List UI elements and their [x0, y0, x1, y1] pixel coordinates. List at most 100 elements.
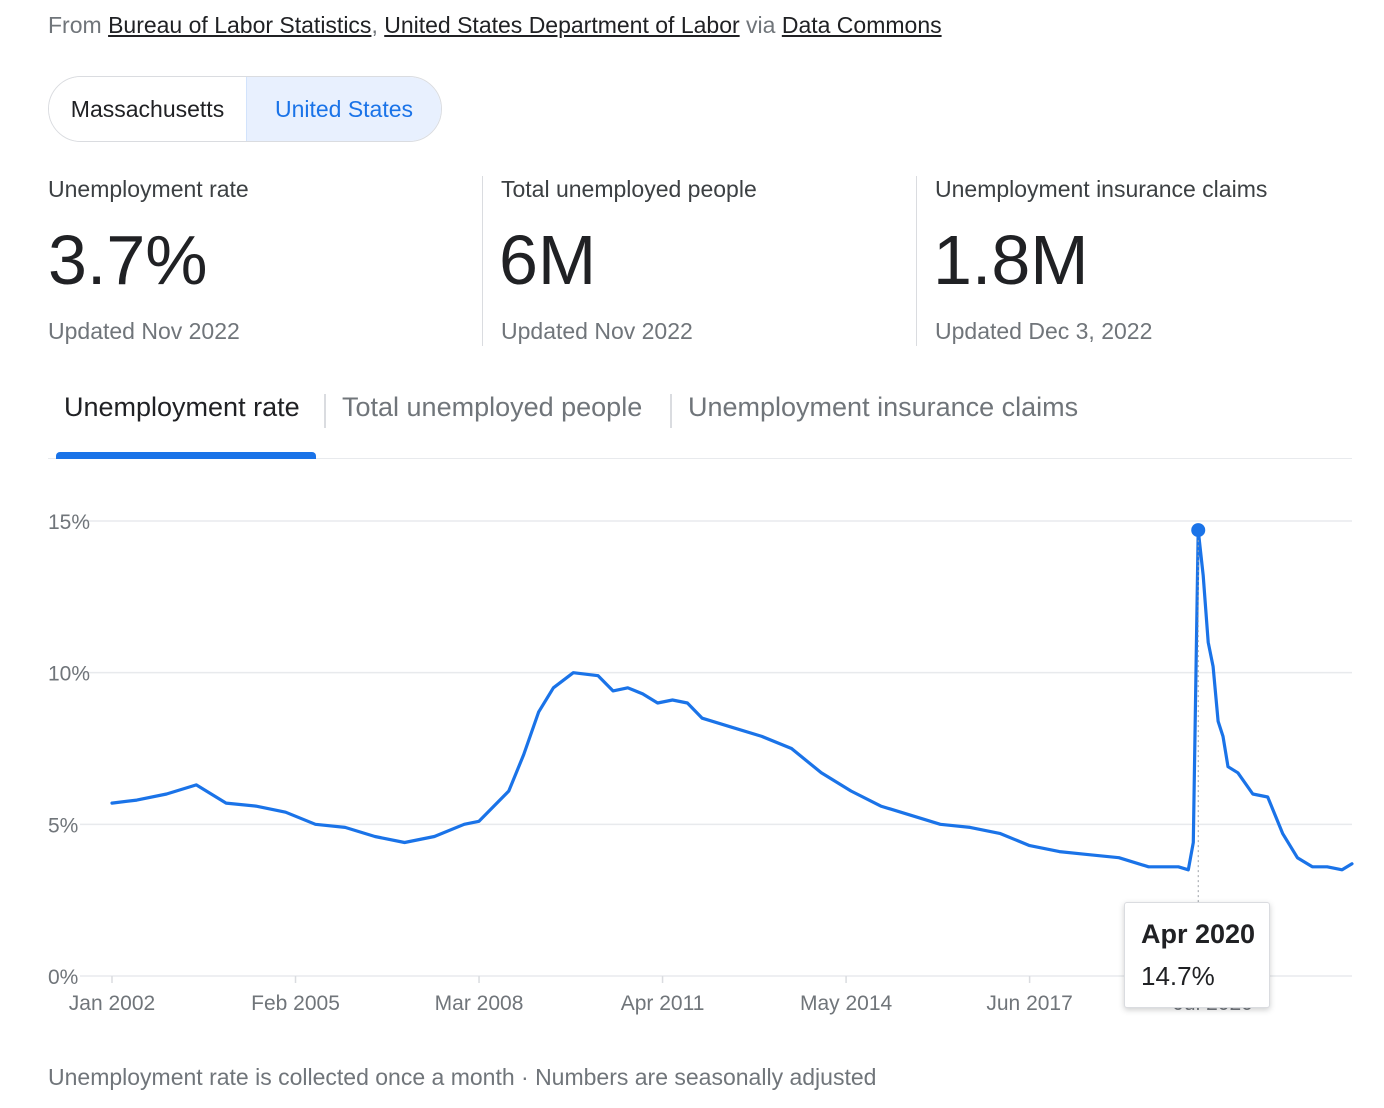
data-point [686, 701, 689, 705]
data-point [730, 726, 734, 729]
data-point [1206, 641, 1210, 644]
data-point [641, 692, 644, 696]
data-point [1221, 735, 1225, 738]
data-point [849, 789, 853, 793]
data-point [1028, 844, 1031, 847]
active-tab-indicator [56, 452, 316, 459]
data-point [477, 820, 481, 823]
stat-updated: Updated Dec 3, 2022 [935, 318, 1153, 344]
data-point [284, 811, 287, 814]
x-tick-label: Feb 2005 [251, 992, 340, 1015]
region-toggle: Massachusetts United States [48, 76, 442, 142]
source-link-dol[interactable]: United States Department of Labor [384, 12, 740, 38]
y-tick-label: 0% [48, 966, 78, 989]
data-point [909, 814, 912, 817]
data-point [701, 716, 704, 720]
y-tick-label: 15% [48, 511, 90, 534]
data-point [1236, 771, 1240, 774]
data-point [1251, 792, 1255, 796]
data-point [1058, 850, 1061, 853]
tab-unemployment-rate[interactable]: Unemployment rate [64, 392, 300, 422]
stat-unemployment-rate: Unemployment rate 3.7% Updated Nov 2022 [48, 176, 478, 346]
data-point [1266, 795, 1269, 799]
tooltip-value: 14.7% [1141, 961, 1215, 991]
x-tick-label: Apr 2011 [621, 992, 705, 1015]
stat-label: Total unemployed people [501, 176, 757, 202]
data-point [1311, 865, 1314, 868]
tab-divider [324, 394, 326, 428]
stat-value: 1.8M [933, 221, 1089, 299]
source-prefix: From [48, 12, 102, 38]
tab-divider [670, 394, 672, 428]
source-line: From Bureau of Labor Statistics, United … [48, 12, 942, 38]
data-point [879, 804, 882, 808]
data-point [195, 783, 198, 787]
data-point [343, 826, 347, 829]
data-point [790, 747, 793, 750]
data-point [492, 804, 496, 808]
data-point [1296, 856, 1299, 859]
data-point [572, 671, 575, 674]
data-point [1192, 841, 1195, 844]
x-tick-label: Jun 2017 [986, 992, 1072, 1015]
data-point [939, 823, 942, 826]
tab-insurance-claims[interactable]: Unemployment insurance claims [688, 392, 1079, 422]
data-point [1281, 832, 1284, 835]
data-point [671, 698, 674, 702]
data-point [1177, 865, 1180, 868]
source-link-datacommons[interactable]: Data Commons [781, 12, 942, 38]
data-point [820, 771, 823, 774]
data-line-series [110, 528, 1354, 872]
data-point [224, 801, 228, 805]
data-point [314, 823, 317, 826]
data-point [1211, 665, 1215, 668]
tab-total-unemployed[interactable]: Total unemployed people [342, 392, 643, 422]
chart-tooltip: Apr 2020 14.7% [1124, 902, 1270, 1008]
x-tick-label: May 2014 [800, 992, 893, 1015]
stat-label: Unemployment insurance claims [935, 176, 1268, 202]
x-tick-label: Mar 2008 [435, 992, 524, 1015]
data-point [552, 686, 555, 690]
data-point [462, 823, 466, 826]
data-point [1340, 868, 1344, 872]
data-point [165, 792, 168, 796]
metric-tabs: Unemployment rate Total unemployed peopl… [48, 378, 1352, 459]
region-option-massachusetts[interactable]: Massachusetts [49, 77, 246, 141]
data-point [537, 710, 540, 714]
data-point [433, 835, 436, 838]
data-point [1216, 720, 1220, 723]
data-point [1202, 574, 1205, 577]
data-point [626, 686, 630, 690]
y-tick-label: 10% [48, 663, 90, 686]
data-point [507, 789, 510, 793]
data-point [1326, 865, 1329, 868]
data-point [1226, 765, 1230, 768]
data-point [968, 826, 972, 829]
data-point [403, 841, 406, 844]
chart-footnote: Unemployment rate is collected once a mo… [48, 1064, 877, 1090]
stat-value: 3.7% [48, 221, 208, 299]
data-point [760, 735, 763, 738]
source-link-bls[interactable]: Bureau of Labor Statistics [108, 12, 372, 38]
data-point [998, 832, 1002, 835]
tooltip-date: Apr 2020 [1141, 919, 1256, 949]
stat-updated: Updated Nov 2022 [48, 318, 240, 344]
data-point [1350, 862, 1354, 865]
data-point [1147, 865, 1150, 868]
stat-label: Unemployment rate [48, 176, 249, 202]
y-tick-label: 5% [48, 814, 78, 837]
data-point [254, 804, 258, 808]
region-option-united-states[interactable]: United States [246, 77, 441, 141]
stat-updated: Updated Nov 2022 [501, 318, 693, 344]
data-point [135, 798, 138, 802]
highlight-point [1191, 523, 1206, 538]
unemployment-line-chart[interactable]: 0% 5% 10% 15% Jan 2002 Feb 2005 Mar 2008 Apr 20… [0, 470, 1384, 1030]
x-tick-label: Jan 2002 [69, 992, 155, 1015]
data-point [373, 835, 377, 838]
source-via: via [746, 12, 776, 38]
data-point [611, 689, 615, 693]
stat-value: 6M [499, 221, 597, 299]
stat-insurance-claims: Unemployment insurance claims 1.8M Updat… [916, 176, 1357, 346]
data-point [110, 801, 114, 805]
stat-total-unemployed: Total unemployed people 6M Updated Nov 2… [482, 176, 913, 346]
